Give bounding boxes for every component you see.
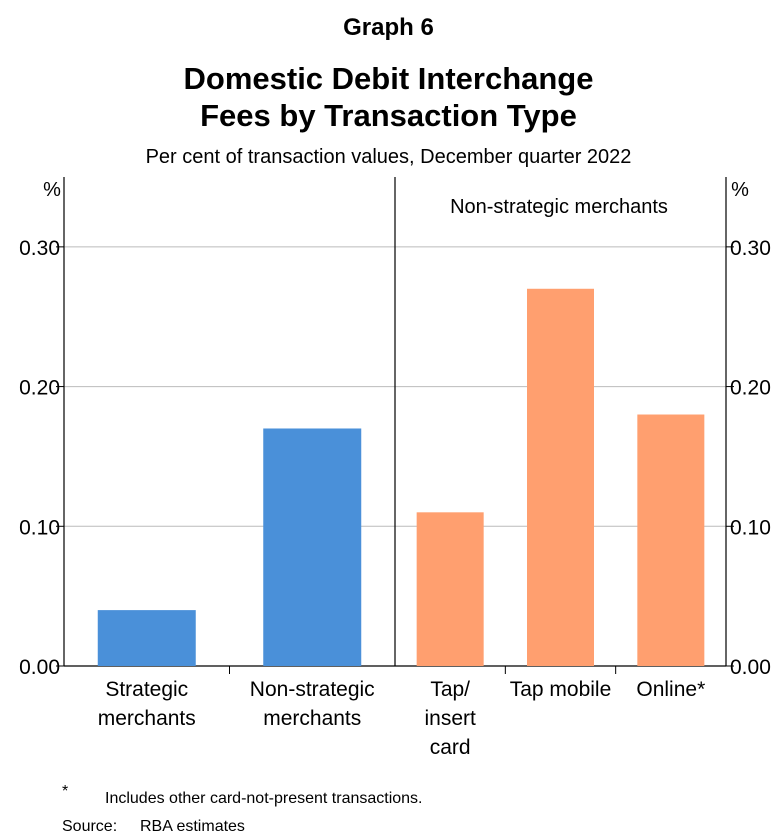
y-unit-left: % (43, 179, 61, 201)
y-tick-label-left: 0.10 (19, 516, 60, 539)
right-category-label: Tap/ (430, 678, 470, 701)
footnote-mark: * (62, 783, 69, 800)
title-line-1: Domestic Debit Interchange (183, 61, 594, 96)
y-tick-label-left: 0.00 (19, 656, 60, 679)
graph-label: Graph 6 (343, 14, 434, 41)
panel-title-right: Non-strategic merchants (450, 196, 668, 218)
footnote-text: Includes other card-not-present transact… (105, 790, 423, 807)
left-bar (97, 610, 196, 666)
left-category-label: merchants (98, 707, 196, 730)
right-category-label: Online* (636, 678, 705, 701)
source-label: Source: (62, 818, 118, 835)
y-tick-label-right: 0.10 (730, 516, 771, 539)
y-tick-label-left: 0.20 (19, 377, 60, 400)
right-category-label: card (430, 736, 471, 759)
right-category-label: Tap mobile (510, 678, 612, 701)
left-category-label: Non-strategic (250, 678, 375, 701)
source-text: RBA estimates (140, 818, 245, 835)
left-category-label: Strategic (105, 678, 188, 701)
y-tick-label-left: 0.30 (19, 237, 60, 260)
title-line-2: Fees by Transaction Type (200, 98, 577, 133)
left-bar (263, 428, 362, 666)
right-bar (416, 512, 484, 666)
y-tick-label-right: 0.30 (730, 237, 771, 260)
y-unit-right: % (731, 179, 749, 201)
right-bar (637, 414, 705, 666)
left-category-label: merchants (263, 707, 361, 730)
y-tick-label-right: 0.00 (730, 656, 771, 679)
chart-title: Domestic Debit Interchange Fees by Trans… (0, 60, 777, 134)
right-category-label: insert (424, 707, 476, 730)
y-tick-label-right: 0.20 (730, 377, 771, 400)
chart-subtitle: Per cent of transaction values, December… (145, 146, 632, 168)
right-bar (527, 288, 594, 666)
